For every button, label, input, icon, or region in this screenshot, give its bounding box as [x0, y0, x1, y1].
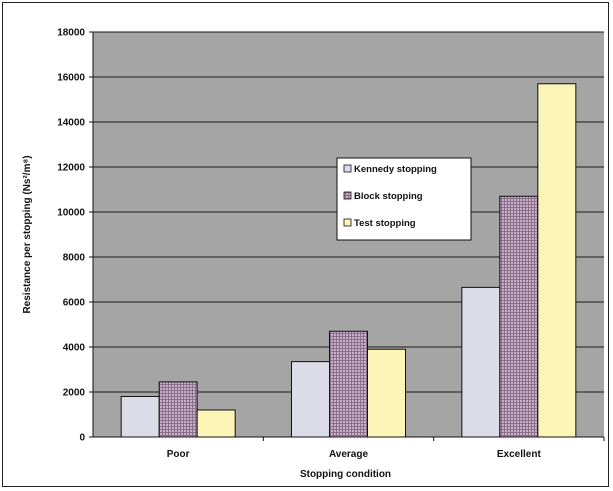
legend-label-test-stopping: Test stopping: [354, 218, 416, 229]
bar-kennedy-stopping-excellent: [461, 286, 501, 438]
x-tick-label: Average: [329, 449, 369, 460]
bars: [120, 83, 577, 438]
x-axis-label: Stopping condition: [300, 469, 391, 480]
bar-block-stopping-excellent: [499, 195, 539, 438]
y-tick-label: 6000: [63, 298, 86, 309]
legend-label-block-stopping: Block stopping: [354, 191, 423, 202]
bar-test-stopping-poor: [196, 409, 236, 438]
y-tick-label: 16000: [57, 73, 85, 84]
y-tick-label: 14000: [57, 118, 85, 129]
x-axis-ticks: Poor Average Excellent: [167, 437, 605, 460]
legend-swatch-kennedy-stopping: [343, 164, 352, 173]
legend-swatch-test-stopping: [343, 218, 352, 227]
legend-label-kennedy-stopping: Kennedy stopping: [354, 164, 437, 175]
y-tick-label: 12000: [57, 163, 85, 174]
y-tick-label: 18000: [57, 28, 85, 39]
bar-test-stopping-excellent: [537, 83, 577, 438]
legend-box: [336, 157, 472, 241]
y-axis-ticks: 0 2000 4000 6000 8000 10000 12000 14000 16000 180…: [57, 28, 604, 444]
bar-test-stopping-average: [367, 348, 406, 438]
legend: Kennedy stopping Block stopping Test stopp…: [336, 157, 472, 241]
y-tick-label: 10000: [57, 208, 85, 219]
bar-block-stopping-poor: [158, 381, 198, 438]
legend-swatch-block-stopping: [343, 191, 352, 200]
y-tick-label: 2000: [63, 388, 86, 399]
y-tick-label: 8000: [63, 253, 86, 264]
y-tick-label: 0: [79, 433, 85, 444]
x-tick-label: Excellent: [497, 449, 542, 460]
bar-block-stopping-average: [329, 330, 368, 438]
x-tick-label: Poor: [167, 449, 190, 460]
bar-kennedy-stopping-average: [291, 361, 330, 438]
y-tick-label: 4000: [63, 343, 86, 354]
bar-kennedy-stopping-poor: [120, 396, 160, 438]
y-axis-label: Resistance per stopping (Ns²/m⁸): [22, 155, 33, 313]
